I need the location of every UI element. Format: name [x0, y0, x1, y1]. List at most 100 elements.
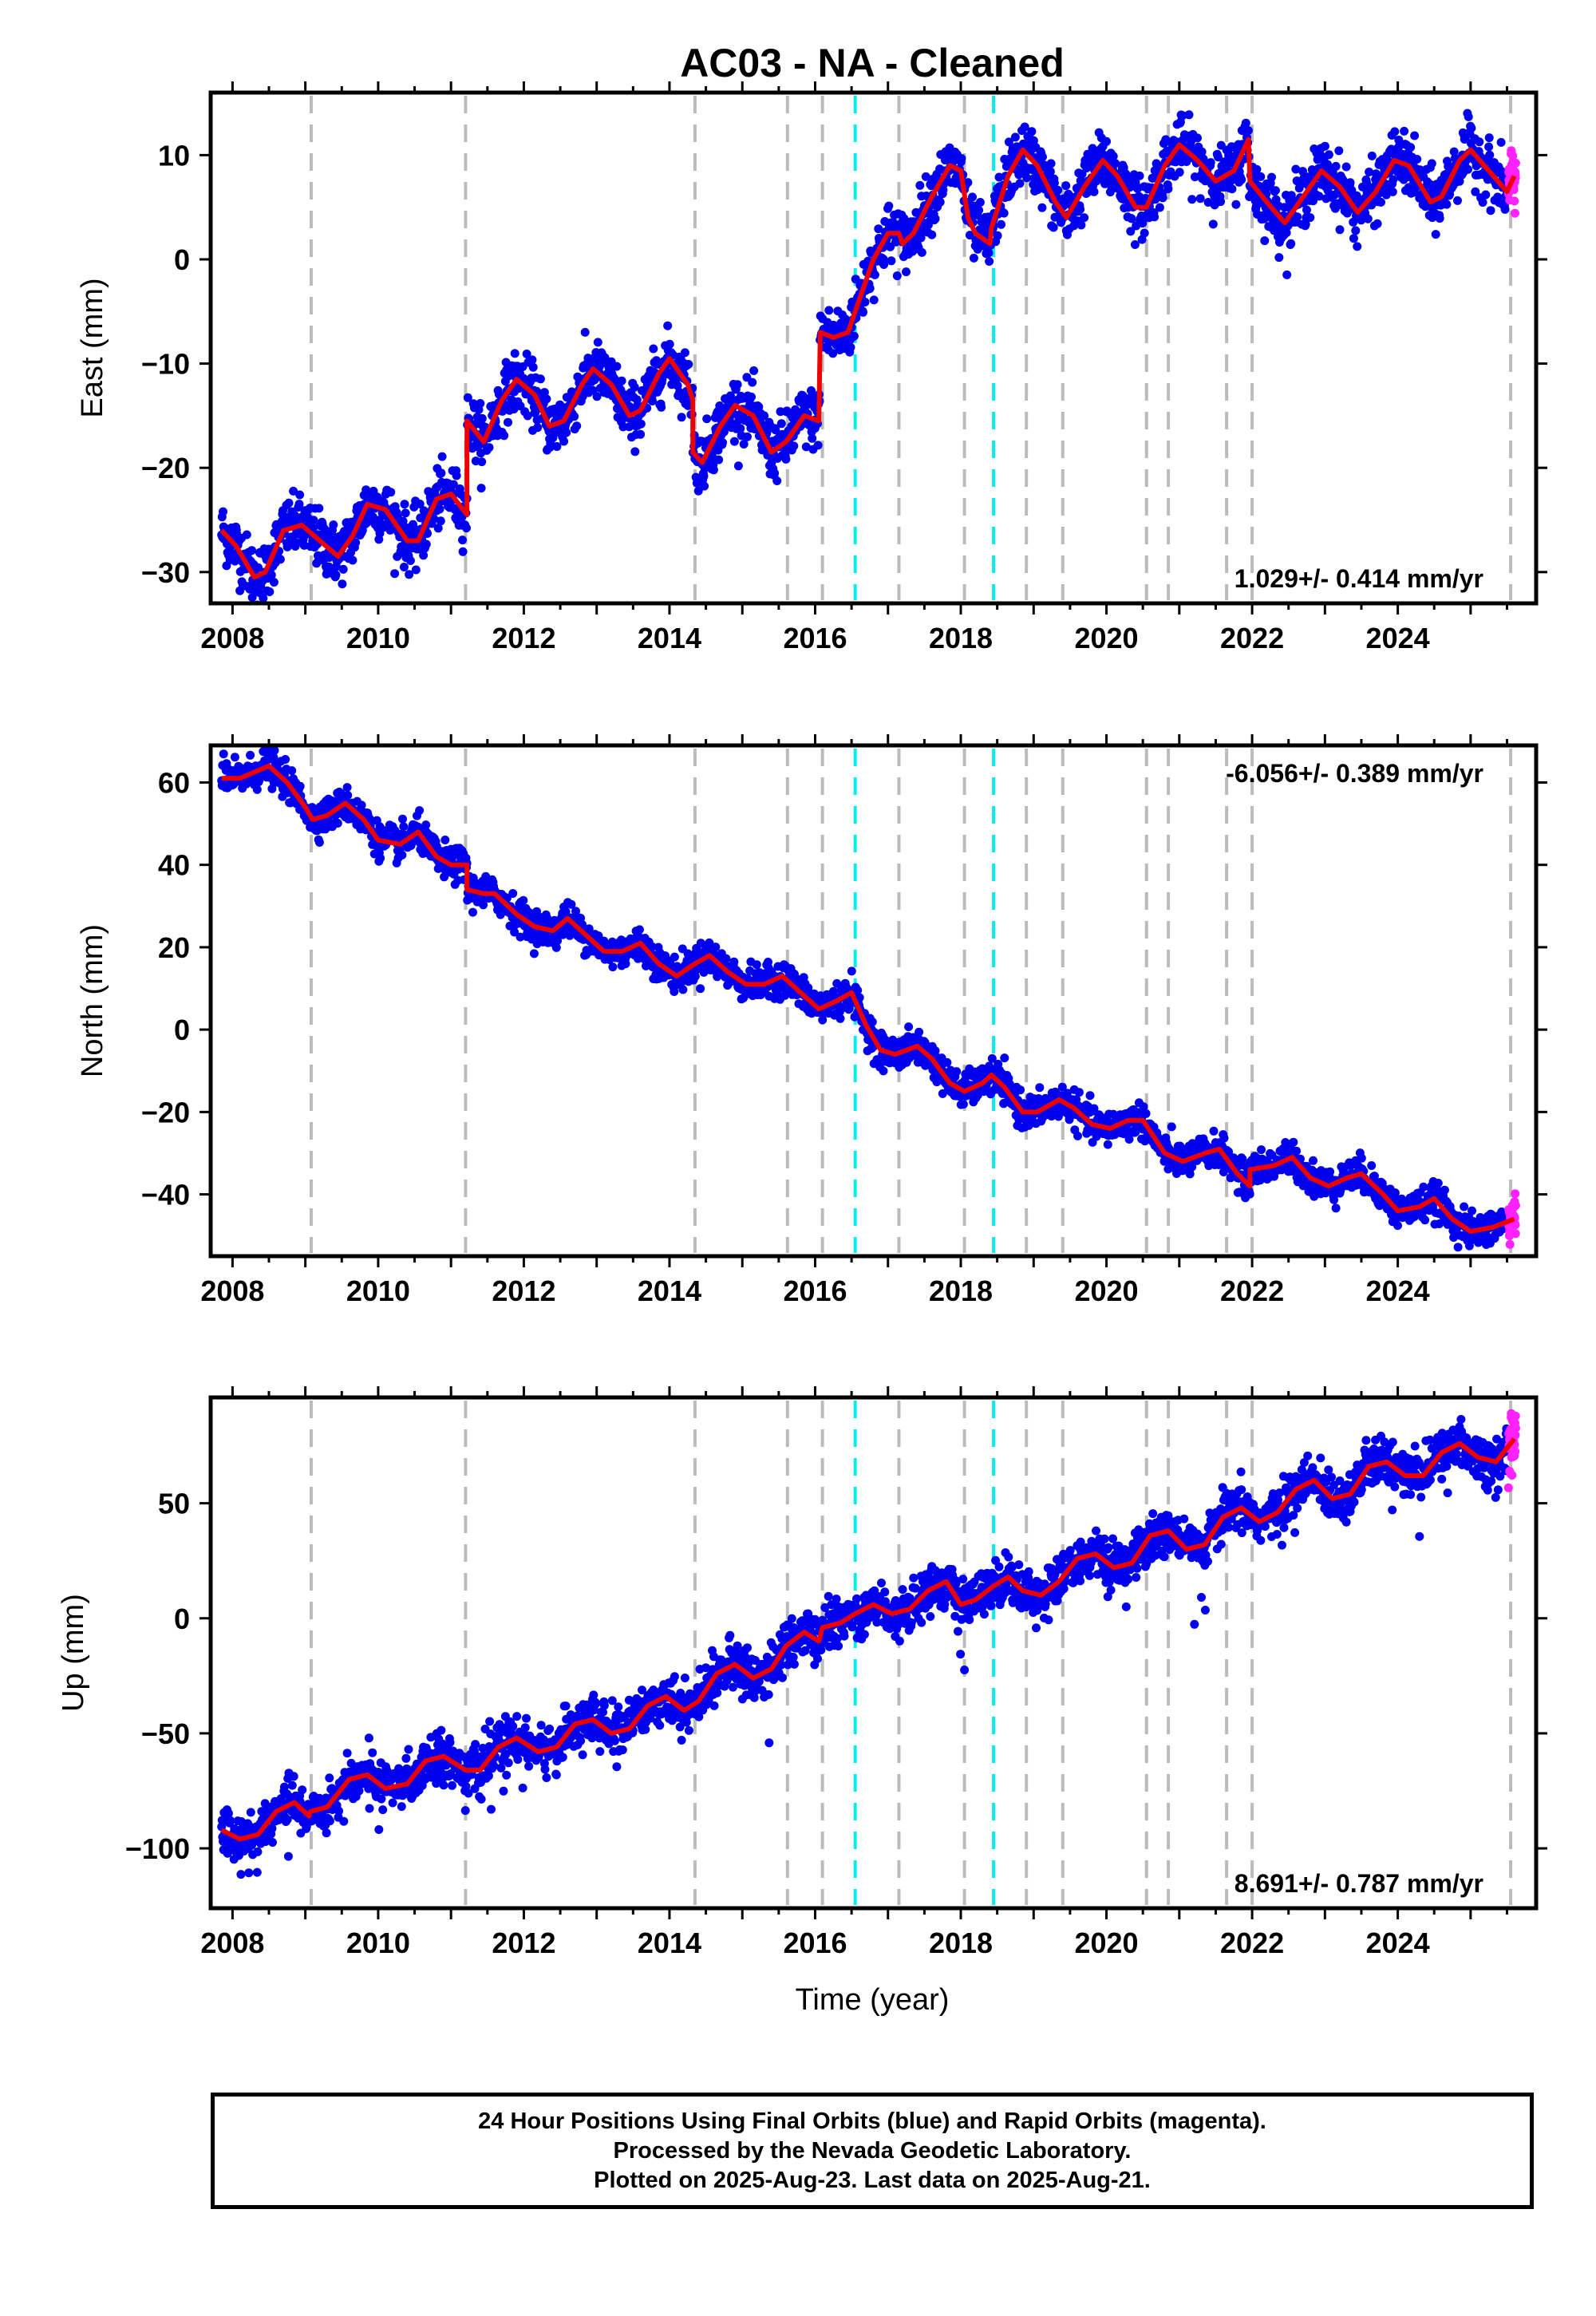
data-point	[361, 485, 371, 495]
final-orbit-points	[217, 109, 1520, 603]
figure-title: AC03 - NA - Cleaned	[680, 41, 1065, 85]
data-point	[1256, 172, 1266, 181]
data-point	[1331, 161, 1341, 171]
data-point	[770, 468, 780, 478]
data-point	[1150, 212, 1159, 222]
data-point	[733, 380, 742, 389]
data-point	[733, 461, 743, 471]
data-point	[1127, 214, 1136, 223]
data-point	[621, 959, 630, 969]
data-point	[542, 394, 551, 404]
data-point	[435, 504, 444, 514]
data-point	[1155, 203, 1164, 212]
data-point	[1373, 219, 1382, 228]
data-point	[634, 925, 644, 935]
data-point	[836, 1014, 845, 1023]
data-point	[1193, 133, 1202, 143]
data-point	[670, 952, 679, 962]
data-point	[1471, 187, 1480, 196]
data-point	[696, 984, 705, 994]
data-point	[314, 838, 324, 847]
data-point	[535, 374, 545, 384]
data-point	[333, 819, 342, 828]
data-point	[1484, 133, 1494, 143]
data-point	[636, 429, 646, 439]
data-point	[1015, 179, 1025, 188]
data-point	[709, 465, 718, 475]
data-point	[292, 538, 302, 547]
x-tick-label: 2020	[1074, 622, 1138, 654]
data-point	[1027, 127, 1037, 136]
data-point	[1435, 214, 1444, 223]
data-point	[421, 539, 431, 549]
data-point	[789, 441, 799, 451]
data-point	[630, 447, 640, 456]
data-point	[859, 307, 867, 317]
data-point	[448, 480, 458, 489]
data-point	[1140, 228, 1149, 238]
data-point	[523, 411, 532, 421]
data-point	[952, 1067, 962, 1077]
data-point	[437, 452, 447, 461]
data-point	[657, 402, 666, 412]
data-point	[915, 1027, 924, 1037]
data-point	[1484, 142, 1494, 152]
data-point	[1314, 192, 1324, 201]
data-point	[1353, 242, 1362, 251]
data-point	[1061, 181, 1071, 191]
x-tick-label: 2018	[929, 622, 993, 654]
data-point	[1238, 1154, 1247, 1164]
data-point	[736, 424, 745, 433]
data-point	[673, 381, 682, 390]
data-point	[476, 399, 485, 408]
data-point	[1464, 112, 1473, 121]
x-tick-label: 2024	[1366, 622, 1430, 654]
data-point	[421, 820, 431, 830]
data-point	[284, 498, 294, 508]
data-point	[1163, 184, 1173, 194]
data-point	[1141, 1109, 1151, 1118]
data-point	[458, 547, 468, 556]
data-point	[813, 441, 823, 450]
data-point	[930, 214, 940, 223]
data-point	[849, 331, 859, 341]
data-point	[1037, 203, 1047, 212]
x-tick-label: 2016	[783, 622, 847, 654]
data-point	[1412, 155, 1422, 164]
data-point	[915, 180, 925, 190]
data-point	[636, 419, 646, 429]
data-point	[1045, 167, 1055, 176]
data-point	[259, 594, 268, 603]
data-point	[993, 231, 1002, 240]
data-point	[1442, 200, 1452, 209]
data-point	[1022, 173, 1032, 183]
data-point	[1049, 178, 1059, 188]
data-point	[411, 565, 421, 575]
data-point	[997, 219, 1005, 229]
data-point	[772, 476, 782, 485]
data-point	[468, 907, 477, 917]
data-point	[1175, 168, 1184, 177]
data-point	[968, 192, 977, 202]
data-point	[1289, 1137, 1298, 1147]
data-point	[846, 342, 855, 352]
data-point	[1020, 122, 1029, 132]
data-point	[522, 350, 531, 358]
data-point	[314, 504, 324, 513]
data-point	[1197, 147, 1207, 156]
data-point	[1406, 143, 1416, 152]
data-point	[401, 508, 410, 518]
data-point	[219, 507, 227, 516]
data-point	[290, 511, 299, 520]
data-point	[1267, 172, 1276, 182]
data-point	[1178, 111, 1187, 121]
data-point	[539, 388, 549, 397]
data-point	[265, 587, 275, 596]
data-point	[711, 943, 721, 952]
data-point	[390, 569, 400, 579]
data-point	[1231, 200, 1241, 209]
data-point	[1077, 169, 1087, 179]
y-tick-label: −30	[141, 556, 190, 589]
data-point	[718, 438, 727, 447]
